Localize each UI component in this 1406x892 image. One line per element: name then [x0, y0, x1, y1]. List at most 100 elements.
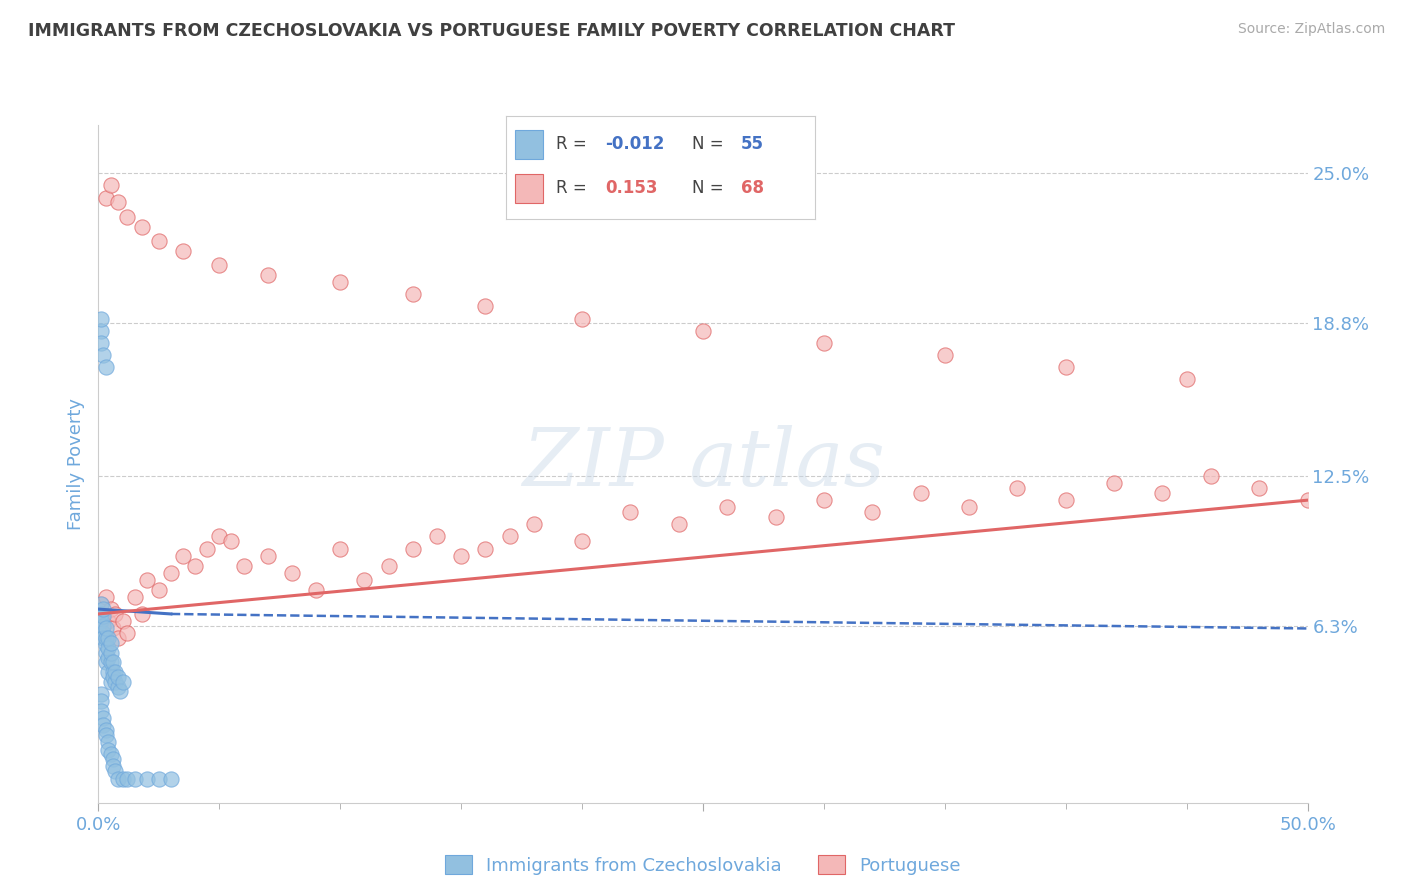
Text: N =: N =	[692, 135, 728, 153]
Point	[1102, 476, 1125, 491]
Point	[91, 348, 114, 362]
Y-axis label: Family Poverty: Family Poverty	[66, 398, 84, 530]
Point	[108, 684, 131, 698]
Point	[135, 573, 157, 587]
Point	[131, 607, 153, 621]
Point	[90, 687, 112, 701]
Point	[160, 566, 183, 580]
Bar	[516, 130, 543, 159]
Point	[94, 728, 117, 742]
Point	[94, 359, 117, 374]
Point	[668, 517, 690, 532]
Point	[221, 534, 243, 549]
Point	[111, 614, 134, 628]
Point	[148, 772, 170, 786]
Text: ZIP atlas: ZIP atlas	[522, 425, 884, 502]
Point	[107, 772, 129, 786]
Point	[571, 311, 593, 326]
Text: Source: ZipAtlas.com: Source: ZipAtlas.com	[1237, 22, 1385, 37]
Point	[402, 541, 425, 556]
Point	[97, 742, 120, 756]
Point	[94, 646, 117, 660]
Point	[100, 602, 122, 616]
Point	[90, 704, 112, 718]
Point	[160, 772, 183, 786]
Point	[1007, 481, 1029, 495]
Point	[90, 597, 112, 611]
Point	[1296, 493, 1319, 508]
Point	[957, 500, 980, 515]
Point	[1152, 486, 1174, 500]
Point	[765, 510, 787, 524]
Point	[101, 759, 124, 773]
Point	[100, 747, 122, 762]
Point	[91, 631, 114, 645]
Point	[195, 541, 218, 556]
Text: R =: R =	[555, 178, 592, 197]
Point	[90, 324, 112, 338]
Point	[124, 590, 146, 604]
Point	[402, 287, 425, 301]
Point	[94, 590, 117, 604]
Point	[184, 558, 207, 573]
Point	[94, 723, 117, 738]
Point	[101, 670, 124, 684]
Point	[172, 244, 194, 258]
Point	[100, 646, 122, 660]
Point	[91, 718, 114, 732]
Point	[91, 626, 114, 640]
Point	[232, 558, 254, 573]
Point	[716, 500, 738, 515]
Point	[172, 549, 194, 563]
Point	[256, 549, 278, 563]
Point	[619, 505, 641, 519]
Point	[281, 566, 304, 580]
Point	[148, 234, 170, 248]
Point	[329, 541, 352, 556]
Point	[91, 619, 114, 633]
Bar	[516, 175, 543, 203]
Point	[1054, 493, 1077, 508]
Point	[111, 674, 134, 689]
Point	[101, 752, 124, 766]
Point	[124, 772, 146, 786]
Point	[91, 711, 114, 725]
Point	[1249, 481, 1271, 495]
Point	[377, 558, 399, 573]
Point	[101, 622, 124, 636]
Point	[91, 609, 114, 624]
Point	[117, 210, 139, 224]
Point	[104, 607, 127, 621]
Text: N =: N =	[692, 178, 728, 197]
Point	[353, 573, 375, 587]
Point	[97, 614, 120, 628]
Point	[934, 348, 956, 362]
Point	[910, 486, 932, 500]
Point	[100, 178, 122, 193]
Point	[97, 665, 120, 679]
Point	[107, 680, 129, 694]
Text: R =: R =	[555, 135, 592, 153]
Point	[90, 335, 112, 350]
Point	[305, 582, 328, 597]
Legend: Immigrants from Czechoslovakia, Portuguese: Immigrants from Czechoslovakia, Portugue…	[437, 848, 969, 882]
Point	[860, 505, 883, 519]
Point	[90, 614, 112, 628]
Point	[104, 665, 127, 679]
Point	[474, 541, 496, 556]
Point	[107, 670, 129, 684]
Point	[571, 534, 593, 549]
Point	[94, 622, 117, 636]
Point	[117, 772, 139, 786]
Text: 68: 68	[741, 178, 765, 197]
Point	[100, 656, 122, 670]
Point	[90, 597, 112, 611]
Point	[90, 607, 112, 621]
Point	[104, 674, 127, 689]
Point	[111, 772, 134, 786]
Point	[498, 529, 520, 543]
Text: 55: 55	[741, 135, 765, 153]
Point	[97, 735, 120, 749]
Point	[97, 640, 120, 655]
Point	[94, 639, 117, 653]
